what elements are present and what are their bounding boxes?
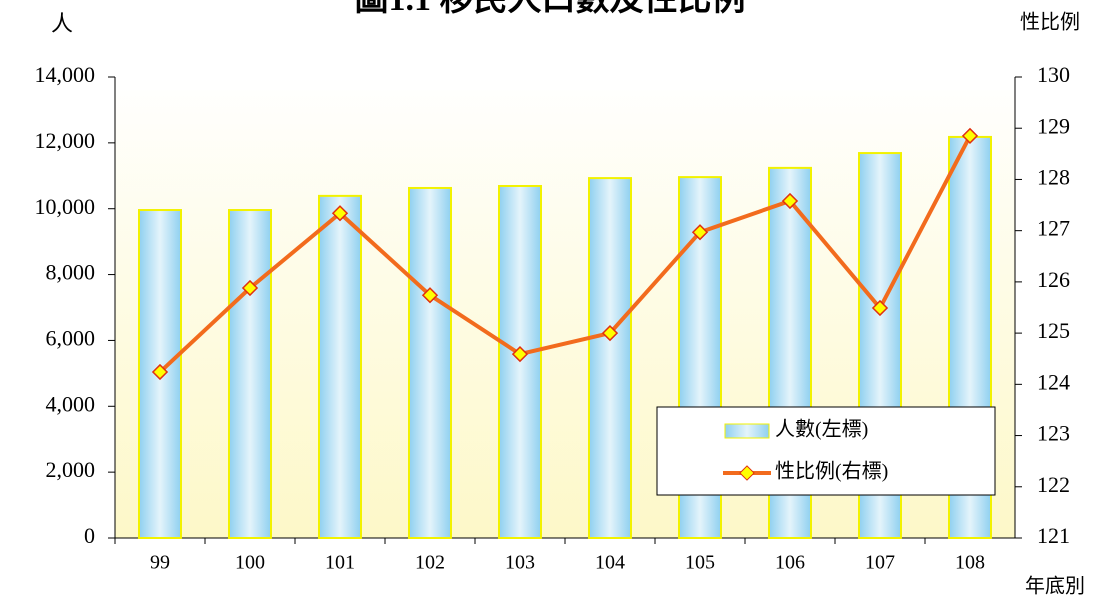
x-tick-label: 102	[415, 552, 445, 574]
y2-tick-label: 129	[1037, 113, 1070, 138]
x-axis-label: 年底別	[1025, 575, 1085, 598]
marker	[511, 345, 529, 363]
x-tick-label: 101	[325, 552, 355, 574]
line	[158, 134, 972, 374]
y-tick-label: 10,000	[35, 194, 96, 219]
chart-title: 圖1.1 移民人口數及性比例	[355, 0, 746, 18]
x-tick-label: 103	[505, 552, 535, 574]
bar	[588, 177, 632, 539]
y2-tick-label: 126	[1037, 267, 1070, 292]
y-tick-label: 2,000	[46, 457, 96, 482]
y2-tick-label: 128	[1037, 164, 1070, 189]
y-tick-label: 4,000	[46, 391, 96, 416]
y-tick-label: 0	[84, 523, 95, 548]
y-tick-label: 8,000	[46, 260, 96, 285]
bar	[228, 209, 272, 539]
legend-box	[656, 406, 996, 496]
x-tick-label: 100	[235, 552, 265, 574]
x-tick-label: 107	[865, 552, 895, 574]
marker	[331, 205, 349, 222]
y-axis-label: 人	[51, 11, 73, 36]
legend-swatch	[724, 423, 770, 439]
marker	[241, 279, 259, 297]
marker	[871, 299, 889, 317]
x-tick-label: 108	[955, 552, 985, 574]
y-tick-label: 12,000	[35, 128, 96, 153]
legend-label: 性比例(右標)	[775, 460, 888, 483]
y2-axis-label: 性比例	[1020, 11, 1080, 34]
legend-marker	[739, 465, 755, 481]
y-tick-label: 6,000	[46, 325, 96, 350]
marker	[151, 363, 169, 381]
bar	[408, 186, 452, 539]
y2-tick-label: 124	[1037, 369, 1070, 394]
marker	[961, 127, 979, 145]
marker	[781, 192, 799, 210]
x-tick-label: 99	[150, 552, 170, 574]
x-tick-label: 106	[775, 552, 805, 574]
x-tick-label: 104	[595, 552, 625, 574]
marker	[691, 224, 709, 241]
y2-tick-label: 130	[1037, 62, 1070, 87]
marker	[421, 287, 439, 304]
y2-tick-label: 122	[1037, 472, 1070, 497]
y2-tick-label: 123	[1037, 421, 1070, 446]
bar	[318, 194, 362, 540]
y-tick-label: 14,000	[35, 62, 96, 87]
legend-label: 人數(左標)	[775, 418, 868, 441]
y2-tick-label: 125	[1037, 318, 1070, 343]
y2-tick-label: 121	[1037, 523, 1070, 548]
x-tick-label: 105	[685, 552, 715, 574]
y2-tick-label: 127	[1037, 216, 1070, 241]
marker	[601, 324, 619, 342]
